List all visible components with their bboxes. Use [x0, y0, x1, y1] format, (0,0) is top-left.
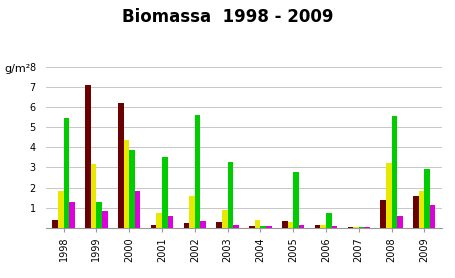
- Bar: [298, 225, 303, 228]
- Bar: [135, 191, 140, 228]
- Bar: [364, 227, 369, 228]
- Bar: [64, 118, 69, 228]
- Text: g/m²: g/m²: [5, 64, 31, 74]
- Bar: [52, 220, 58, 228]
- Bar: [260, 226, 265, 228]
- Bar: [129, 150, 135, 228]
- Bar: [96, 202, 102, 228]
- Bar: [162, 157, 167, 228]
- Bar: [189, 196, 194, 228]
- Bar: [58, 191, 64, 228]
- Bar: [385, 163, 391, 228]
- Bar: [249, 226, 254, 228]
- Bar: [102, 211, 107, 228]
- Bar: [325, 213, 331, 228]
- Bar: [287, 222, 293, 228]
- Bar: [391, 116, 396, 228]
- Bar: [396, 216, 402, 228]
- Bar: [216, 222, 222, 228]
- Bar: [293, 172, 298, 228]
- Bar: [347, 227, 352, 228]
- Bar: [320, 225, 325, 228]
- Bar: [85, 85, 91, 228]
- Bar: [281, 221, 287, 228]
- Bar: [118, 103, 123, 228]
- Text: Biomassa  1998 - 2009: Biomassa 1998 - 2009: [122, 8, 333, 26]
- Bar: [412, 196, 418, 228]
- Bar: [331, 226, 336, 228]
- Bar: [200, 221, 206, 228]
- Bar: [418, 191, 423, 228]
- Bar: [379, 200, 385, 228]
- Bar: [222, 210, 227, 228]
- Bar: [91, 165, 96, 228]
- Bar: [151, 225, 156, 228]
- Bar: [254, 220, 260, 228]
- Bar: [265, 226, 271, 228]
- Bar: [167, 216, 173, 228]
- Bar: [429, 205, 435, 228]
- Bar: [233, 225, 238, 228]
- Bar: [156, 213, 162, 228]
- Bar: [69, 202, 75, 228]
- Bar: [194, 115, 200, 228]
- Bar: [227, 162, 233, 228]
- Bar: [123, 140, 129, 228]
- Bar: [358, 227, 364, 228]
- Bar: [183, 223, 189, 228]
- Bar: [314, 225, 320, 228]
- Bar: [352, 227, 358, 228]
- Bar: [423, 168, 429, 228]
